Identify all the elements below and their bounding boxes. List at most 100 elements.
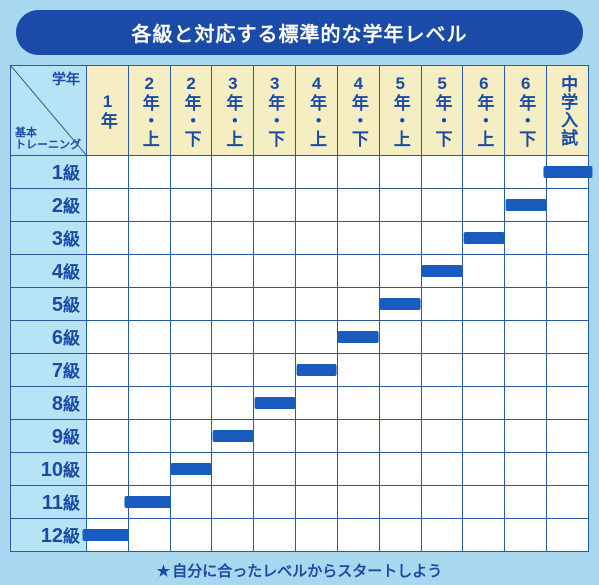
table-row: 8級	[11, 387, 589, 420]
cell	[505, 288, 547, 321]
cell	[296, 156, 338, 189]
cell	[421, 255, 463, 288]
row-suffix: 級	[63, 494, 80, 513]
cell	[463, 387, 505, 420]
cell	[170, 420, 212, 453]
corner-bottom-line1: 基本	[15, 127, 37, 139]
cell	[379, 321, 421, 354]
cell	[170, 486, 212, 519]
row-suffix: 級	[63, 230, 80, 249]
table-row: 1級	[11, 156, 589, 189]
row-suffix: 級	[63, 527, 80, 546]
cell	[547, 420, 589, 453]
cell	[337, 420, 379, 453]
cell	[212, 354, 254, 387]
cell	[296, 288, 338, 321]
cell	[337, 321, 379, 354]
cell	[505, 486, 547, 519]
cell	[254, 255, 296, 288]
cell	[87, 222, 129, 255]
cell	[87, 189, 129, 222]
cell	[337, 486, 379, 519]
cell	[254, 486, 296, 519]
cell	[254, 453, 296, 486]
row-num: 11	[42, 492, 63, 514]
cell	[87, 453, 129, 486]
title-text: 各級と対応する標準的な学年レベル	[132, 24, 468, 46]
col-head-7: 5年・上	[379, 66, 421, 156]
header-row: 学年 基本 トレーニング 1年2年・上2年・下3年・上3年・下4年・上4年・下5…	[11, 66, 589, 156]
cell	[505, 255, 547, 288]
col-head-4: 3年・下	[254, 66, 296, 156]
row-num: 6	[52, 327, 63, 349]
cell	[212, 255, 254, 288]
cell	[87, 288, 129, 321]
cell	[212, 387, 254, 420]
cell	[170, 354, 212, 387]
row-num: 12	[41, 525, 63, 547]
col-head-11: 中学入試	[547, 66, 589, 156]
corner-bottom-label: 基本 トレーニング	[15, 127, 81, 151]
table-head: 学年 基本 トレーニング 1年2年・上2年・下3年・上3年・下4年・上4年・下5…	[11, 66, 589, 156]
table-row: 9級	[11, 420, 589, 453]
cell	[254, 156, 296, 189]
footer-note: ★自分に合ったレベルからスタートしよう	[10, 552, 589, 585]
table-row: 10級	[11, 453, 589, 486]
col-head-6: 4年・下	[337, 66, 379, 156]
cell	[87, 156, 129, 189]
cell	[170, 519, 212, 552]
cell	[254, 222, 296, 255]
cell	[547, 387, 589, 420]
cell	[254, 288, 296, 321]
row-head-11: 11級	[11, 486, 87, 519]
level-bar	[422, 265, 463, 277]
row-suffix: 級	[63, 296, 80, 315]
row-suffix: 級	[63, 197, 80, 216]
cell	[296, 321, 338, 354]
row-head-7: 7級	[11, 354, 87, 387]
cell	[128, 453, 170, 486]
cell	[170, 387, 212, 420]
cell	[212, 288, 254, 321]
row-head-5: 5級	[11, 288, 87, 321]
col-head-2: 2年・下	[170, 66, 212, 156]
level-bar	[505, 199, 546, 211]
cell	[547, 453, 589, 486]
row-head-1: 1級	[11, 156, 87, 189]
cell	[296, 354, 338, 387]
cell	[421, 519, 463, 552]
row-head-6: 6級	[11, 321, 87, 354]
cell	[296, 519, 338, 552]
cell	[505, 156, 547, 189]
cell	[128, 354, 170, 387]
cell	[379, 189, 421, 222]
cell	[170, 189, 212, 222]
row-suffix: 級	[63, 263, 80, 282]
corner-top-label: 学年	[52, 72, 80, 87]
cell	[379, 420, 421, 453]
cell	[296, 453, 338, 486]
cell	[421, 222, 463, 255]
cell	[505, 321, 547, 354]
cell	[296, 255, 338, 288]
cell	[212, 420, 254, 453]
cell	[212, 156, 254, 189]
cell	[87, 321, 129, 354]
cell	[212, 519, 254, 552]
table-body: 1級2級3級4級5級6級7級8級9級10級11級12級	[11, 156, 589, 552]
title-band: 各級と対応する標準的な学年レベル	[16, 10, 583, 55]
cell	[421, 420, 463, 453]
col-head-9: 6年・上	[463, 66, 505, 156]
corner-bottom-line2: トレーニング	[15, 139, 81, 151]
row-num: 9	[52, 426, 63, 448]
cell	[547, 156, 589, 189]
row-num: 10	[41, 459, 63, 481]
cell	[547, 519, 589, 552]
cell	[505, 387, 547, 420]
row-head-12: 12級	[11, 519, 87, 552]
col-head-5: 4年・上	[296, 66, 338, 156]
table-row: 7級	[11, 354, 589, 387]
col-head-1: 2年・上	[128, 66, 170, 156]
cell	[170, 288, 212, 321]
cell	[254, 420, 296, 453]
